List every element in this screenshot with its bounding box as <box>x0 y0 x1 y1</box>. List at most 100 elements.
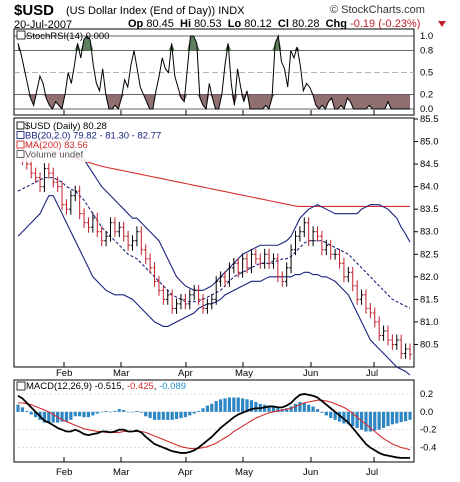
macd-histogram-bar-45 <box>214 401 218 412</box>
macd-histogram-bar-35 <box>170 411 174 420</box>
macd-histogram-bar-47 <box>223 398 227 412</box>
macd-histogram-bar-41 <box>196 410 201 412</box>
macd-histogram-bar-52 <box>245 399 249 412</box>
macd-histogram-bar-59 <box>276 408 280 412</box>
macd-histogram-bar-12 <box>69 411 73 420</box>
macd-histogram-bar-34 <box>166 411 170 420</box>
macd-histogram-bar-72 <box>333 411 337 420</box>
macd-histogram-bar-44 <box>210 403 214 412</box>
stoch-ytick-label-3: 0.2 <box>420 89 433 100</box>
macd-histogram-bar-53 <box>249 400 254 412</box>
macd-ytick-label-1: 0.0 <box>420 407 433 418</box>
macd-histogram-bar-40 <box>192 411 196 414</box>
price-xtick-label-3: May <box>235 368 253 379</box>
macd-line <box>17 393 410 459</box>
macd-xtick-label-0: Feb <box>56 467 72 478</box>
macd-histogram-bar-0 <box>16 404 20 412</box>
symbol-title: $USD <box>14 2 55 19</box>
price-ytick-label-8: 81.5 <box>420 294 439 305</box>
price-legend-swatch-2 <box>16 140 25 149</box>
price-xtick-label-4: Jun <box>303 368 318 379</box>
stoch-legend-swatch <box>16 30 26 40</box>
brand-watermark: © StockCharts.com <box>330 4 425 16</box>
macd-histogram-bar-31 <box>152 411 157 420</box>
macd-ytick-label-3: -0.4 <box>420 443 436 454</box>
open-value: 80.45 <box>146 18 174 30</box>
macd-ytick-label-2: -0.2 <box>420 425 436 436</box>
macd-histogram-bar-70 <box>324 411 328 416</box>
macd-histogram-bar-62 <box>289 406 293 412</box>
change-value: -0.19 (-0.23%) <box>350 18 421 30</box>
stoch-legend-text: StochRSI(14) 0.000 <box>26 31 109 42</box>
exchange-text: INDX <box>218 5 245 17</box>
stoch-ytick-label-2: 0.5 <box>420 68 433 79</box>
high-label: Hi <box>180 18 191 30</box>
price-xtick-label-1: Mar <box>113 368 129 379</box>
macd-xtick-label-5: Jul <box>366 467 378 478</box>
macd-histogram-bar-23 <box>117 409 121 412</box>
macd-histogram-bar-28 <box>139 411 143 413</box>
macd-histogram-bar-38 <box>183 411 187 418</box>
open-label: Op <box>128 18 144 30</box>
macd-histogram-bar-80 <box>368 411 372 432</box>
macd-histogram-bar-48 <box>227 397 232 412</box>
macd-histogram-bar-32 <box>157 411 161 420</box>
price-ytick-label-1: 85.0 <box>420 137 439 148</box>
macd-histogram-bar-19 <box>100 411 104 413</box>
macd-histogram-bar-54 <box>254 401 258 412</box>
macd-histogram-bar-15 <box>82 411 86 418</box>
price-ytick-label-7: 82.0 <box>420 272 439 283</box>
macd-histogram-bar-82 <box>377 411 381 430</box>
macd-histogram-bar-6 <box>42 411 47 423</box>
price-ytick-label-10: 80.5 <box>420 339 439 350</box>
macd-histogram-bar-49 <box>232 397 236 412</box>
macd-legend-swatch <box>16 381 26 391</box>
macd-xtick-label-2: Apr <box>178 467 193 478</box>
macd-histogram-bar-7 <box>47 411 51 423</box>
macd-histogram-bar-36 <box>174 411 179 419</box>
macd-histogram-bar-61 <box>285 408 289 412</box>
close-label: Cl <box>277 18 289 30</box>
stoch-ytick-label-4: 0.0 <box>420 104 433 115</box>
price-legend-text-3: Volume undef <box>25 150 83 161</box>
macd-histogram-bar-39 <box>188 411 192 416</box>
bb-lower-line <box>17 195 411 376</box>
macd-histogram-bar-3 <box>29 411 33 415</box>
macd-histogram-bar-2 <box>25 410 29 412</box>
macd-histogram-bar-37 <box>179 411 183 419</box>
price-legend-text-0: $USD (Daily) 80.28 <box>25 121 107 132</box>
macd-histogram-bar-86 <box>395 411 399 424</box>
down-arrow-icon <box>438 21 446 27</box>
macd-histogram-bar-50 <box>236 397 240 412</box>
macd-histogram-bar-30 <box>148 411 152 419</box>
macd-histogram-bar-25 <box>126 411 130 413</box>
price-legend-bg <box>15 120 107 162</box>
macd-histogram-bar-79 <box>364 411 368 432</box>
macd-histogram-bar-24 <box>122 410 126 412</box>
macd-histogram-bar-65 <box>302 402 306 412</box>
quote-date: 20-Jul-2007 <box>14 19 73 31</box>
close-value: 80.28 <box>291 18 320 30</box>
macd-histogram-bar-1 <box>20 407 25 412</box>
price-ytick-label-6: 82.5 <box>420 249 439 260</box>
macd-histogram-bar-33 <box>161 411 165 420</box>
macd-histogram-bar-83 <box>381 411 386 428</box>
macd-histogram-bar-29 <box>144 411 148 417</box>
macd-histogram-bar-11 <box>64 411 69 422</box>
macd-xtick-label-3: May <box>235 467 253 478</box>
macd-histogram-bar-84 <box>386 411 390 427</box>
macd-ytick-label-0: 0.2 <box>420 389 433 400</box>
macd-histogram-bar-17 <box>91 411 95 416</box>
low-label: Lo <box>227 18 242 30</box>
price-ytick-label-4: 83.5 <box>420 204 439 215</box>
low-value: 80.12 <box>244 18 272 30</box>
macd-histogram-bar-20 <box>104 410 108 412</box>
macd-histogram-bar-27 <box>135 410 139 412</box>
price-ytick-label-5: 83.0 <box>420 227 439 238</box>
macd-histogram-bar-89 <box>408 411 412 420</box>
macd-histogram-bar-66 <box>307 404 311 412</box>
macd-histogram-bar-22 <box>113 410 117 412</box>
macd-histogram-bar-76 <box>351 411 355 427</box>
macd-histogram-bar-8 <box>51 411 55 423</box>
